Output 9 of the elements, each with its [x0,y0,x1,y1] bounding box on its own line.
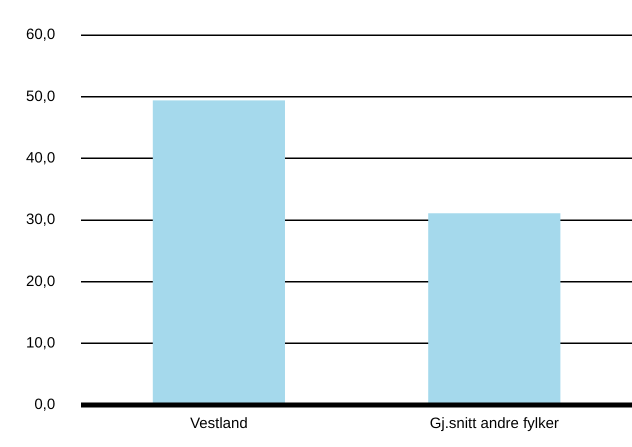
y-tick-label: 10,0 [26,334,56,352]
y-tick-label: 40,0 [26,149,56,166]
y-tick-label: 0,0 [34,396,56,414]
y-tick-label: 50,0 [26,88,56,105]
x-tick-label: Vestland [190,415,248,432]
x-tick-label: Gj.snitt andre fylker [430,415,559,432]
y-tick-label: 30,0 [26,211,56,228]
y-tick-label: 60,0 [26,26,56,44]
y-tick-label: 20,0 [26,272,56,290]
